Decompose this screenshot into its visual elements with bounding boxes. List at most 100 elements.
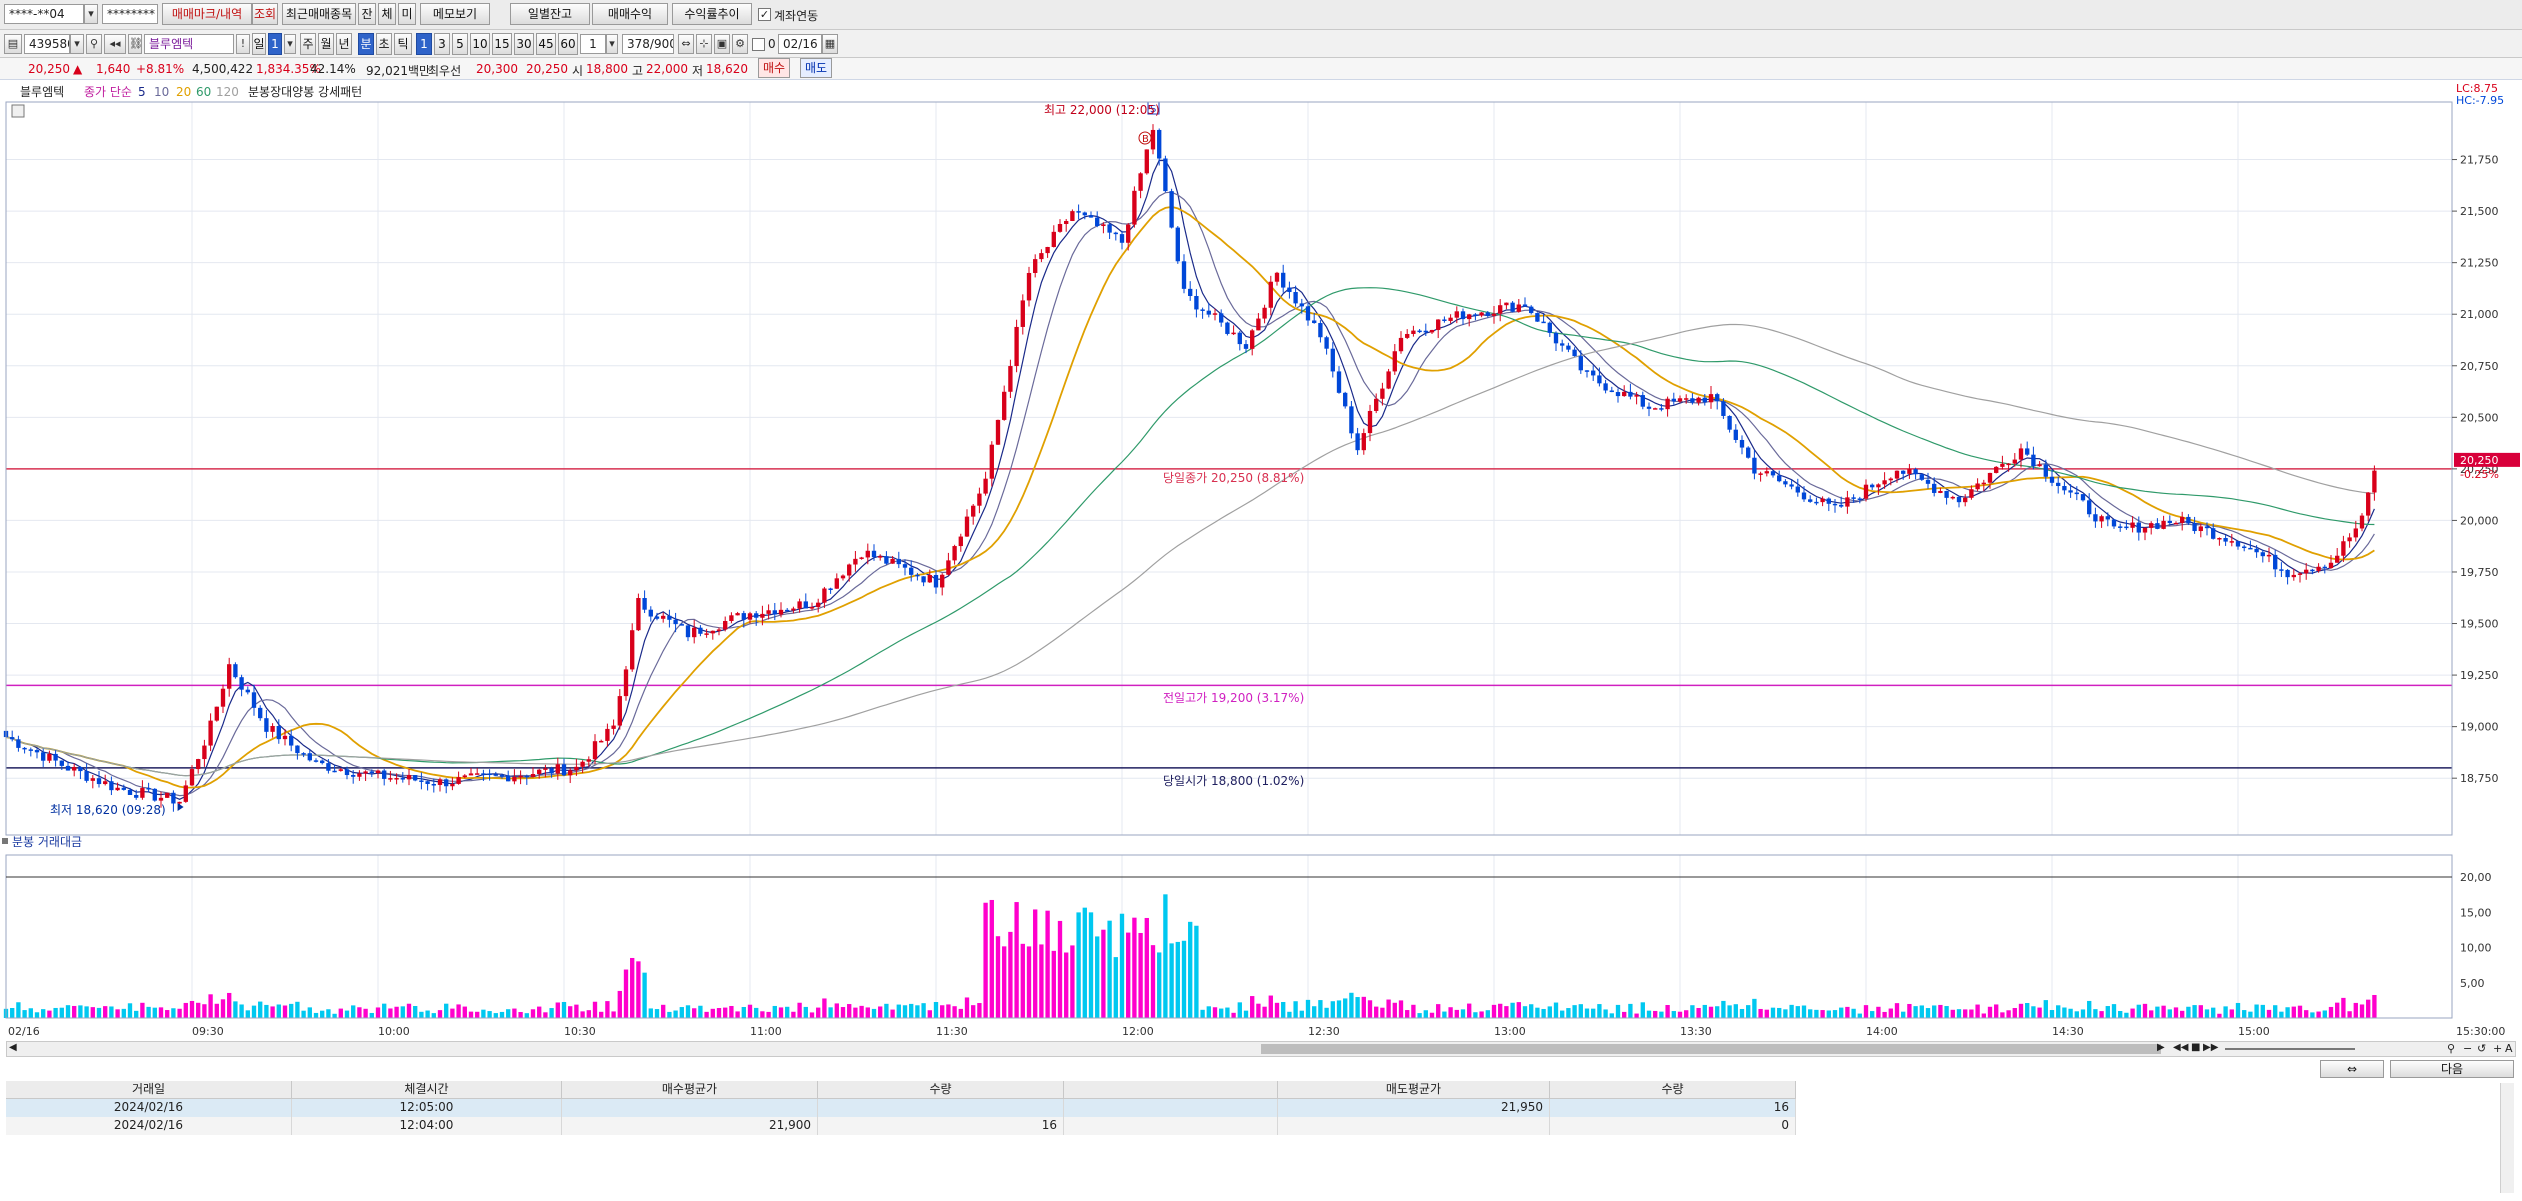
crosshair-icon[interactable]: ⊹ bbox=[696, 34, 712, 54]
interval-dropdown-icon[interactable]: ▾ bbox=[284, 34, 296, 54]
code-dropdown-icon[interactable]: ▾ bbox=[70, 34, 84, 54]
recent-trades-button[interactable]: 최근매매종목 bbox=[282, 3, 356, 25]
volume-bar bbox=[444, 1003, 449, 1018]
stop-icon[interactable]: ■ bbox=[2191, 1042, 2201, 1053]
arrows-icon[interactable]: ⇔ bbox=[678, 34, 694, 54]
period-year[interactable]: 년 bbox=[336, 33, 352, 55]
pane-menu-icon[interactable] bbox=[11, 104, 25, 118]
interval-45[interactable]: 45 bbox=[536, 33, 556, 55]
next-button[interactable]: 다음 bbox=[2390, 1060, 2514, 1078]
period-minute[interactable]: 분 bbox=[358, 33, 374, 55]
table-scrollbar[interactable] bbox=[2500, 1083, 2514, 1193]
volume-bar bbox=[1386, 999, 1391, 1018]
table-row[interactable]: 2024/02/16 12:05:00 21,950 16 bbox=[6, 1099, 1796, 1117]
period-tick[interactable]: 틱 bbox=[394, 33, 412, 55]
candle-body bbox=[2000, 463, 2005, 467]
scroll-thumb[interactable] bbox=[1261, 1044, 2161, 1054]
candle-body bbox=[506, 775, 511, 782]
search-icon[interactable]: ⚲ bbox=[86, 34, 102, 54]
reset-icon[interactable]: ↺ bbox=[2477, 1042, 2487, 1055]
volume-bar bbox=[2018, 1003, 2024, 1018]
interval-60[interactable]: 60 bbox=[558, 33, 578, 55]
volume-bar bbox=[729, 1005, 734, 1018]
daily-balance-button[interactable]: 일별잔고 bbox=[510, 3, 590, 25]
account-dropdown-icon[interactable]: ▾ bbox=[84, 4, 98, 24]
zoom-out-icon[interactable]: − bbox=[2463, 1042, 2473, 1055]
period-month[interactable]: 월 bbox=[318, 33, 334, 55]
interval-1[interactable]: 1 bbox=[416, 33, 432, 55]
fast-forward-icon[interactable]: ▶▶ bbox=[2203, 1042, 2219, 1053]
settings-icon[interactable]: ▤ bbox=[4, 34, 22, 54]
query-button[interactable]: 조회 bbox=[252, 3, 278, 25]
current-price: 20,250 bbox=[28, 62, 70, 76]
link-icon[interactable]: ⛓ bbox=[128, 34, 143, 54]
buy-button[interactable]: 매수 bbox=[758, 58, 790, 78]
period-second[interactable]: 초 bbox=[376, 33, 392, 55]
balance-button[interactable]: 잔 bbox=[358, 3, 376, 25]
volume-bar bbox=[1219, 1008, 1224, 1018]
interval-30[interactable]: 30 bbox=[514, 33, 534, 55]
interval-3[interactable]: 3 bbox=[434, 33, 450, 55]
volume-bar bbox=[2186, 1006, 2191, 1018]
rewind-icon[interactable]: ◀◀ bbox=[2173, 1042, 2189, 1053]
candle-body bbox=[1169, 191, 1174, 228]
unit-input[interactable]: 1 bbox=[580, 34, 606, 54]
period-week[interactable]: 주 bbox=[300, 33, 316, 55]
plus-icon[interactable]: + bbox=[2493, 1042, 2503, 1055]
password-field[interactable]: ******** bbox=[102, 4, 158, 24]
interval-5[interactable]: 5 bbox=[452, 33, 468, 55]
volume-bar bbox=[41, 1009, 46, 1018]
scroll-right-icon[interactable]: ▶ bbox=[2157, 1042, 2165, 1053]
candle-body bbox=[667, 615, 672, 620]
volume-bar bbox=[146, 1006, 151, 1018]
candle-body bbox=[41, 752, 46, 761]
unfilled-button[interactable]: 미 bbox=[398, 3, 416, 25]
volume-bar bbox=[859, 1005, 864, 1018]
period-day[interactable]: 일 bbox=[252, 33, 266, 55]
candle-body bbox=[1262, 307, 1267, 319]
interval-15[interactable]: 15 bbox=[492, 33, 512, 55]
candle-body bbox=[146, 788, 151, 790]
trade-profit-button[interactable]: 매매수익 bbox=[592, 3, 668, 25]
text-icon[interactable]: A bbox=[2505, 1042, 2513, 1055]
volume-bar bbox=[2198, 1005, 2203, 1018]
candle-body bbox=[1423, 330, 1428, 333]
unit-dropdown-icon[interactable]: ▾ bbox=[606, 34, 618, 54]
candle-body bbox=[499, 775, 505, 777]
horizontal-scrollbar[interactable]: ◀ ▶ ◀◀ ■ ▶▶ ⚲ − ↺ + A bbox=[6, 1041, 2516, 1057]
warning-icon[interactable]: ! bbox=[236, 34, 250, 54]
candle-body bbox=[2136, 522, 2141, 533]
memo-button[interactable]: 메모보기 bbox=[420, 3, 490, 25]
interval-10[interactable]: 10 bbox=[470, 33, 490, 55]
trade-marks-button[interactable]: 매매마크/내역 bbox=[162, 3, 252, 25]
candle-body bbox=[630, 630, 635, 670]
candle-body bbox=[1082, 212, 1087, 216]
tab-interval-1[interactable]: 1 bbox=[268, 33, 282, 55]
expand-button[interactable]: ⇔ bbox=[2320, 1060, 2384, 1078]
filled-button[interactable]: 체 bbox=[378, 3, 396, 25]
scroll-left-icon[interactable]: ◀ bbox=[9, 1042, 17, 1053]
account-select[interactable]: ****-**04 bbox=[4, 4, 84, 24]
speaker-icon[interactable]: ◂◂ bbox=[104, 34, 126, 54]
volume-bar bbox=[964, 997, 970, 1018]
gear-icon[interactable]: ⚙ bbox=[732, 34, 748, 54]
table-row[interactable]: 2024/02/16 12:04:00 21,900 16 0 bbox=[6, 1117, 1796, 1135]
candle-body bbox=[884, 556, 889, 564]
sell-button[interactable]: 매도 bbox=[800, 58, 832, 78]
date-checkbox[interactable] bbox=[752, 38, 765, 51]
zoom-slider[interactable] bbox=[2225, 1048, 2355, 1050]
volume-bar bbox=[834, 1003, 839, 1018]
col-fill-time: 체결시간 bbox=[292, 1081, 562, 1099]
date-input[interactable]: 02/16 bbox=[778, 34, 822, 54]
candle-body bbox=[307, 753, 312, 761]
account-link-checkbox[interactable]: ✓ bbox=[758, 8, 771, 21]
calendar-icon[interactable]: ▦ bbox=[822, 34, 838, 54]
candlestick-chart[interactable]: S B 21,750 21,500 21,250 21,000 20,750 20,500 2… bbox=[0, 80, 2522, 1080]
zoom-in-icon[interactable]: ⚲ bbox=[2447, 1042, 2456, 1055]
candle-body bbox=[183, 785, 188, 802]
symbol-code-input[interactable]: 439580 bbox=[24, 34, 70, 54]
save-icon[interactable]: ▣ bbox=[714, 34, 730, 54]
volume-bar bbox=[599, 1011, 604, 1018]
return-trend-button[interactable]: 수익률추이 bbox=[672, 3, 752, 25]
chart-area[interactable]: S B 21,750 21,500 21,250 21,000 20,750 20,500 2… bbox=[0, 80, 2522, 1080]
